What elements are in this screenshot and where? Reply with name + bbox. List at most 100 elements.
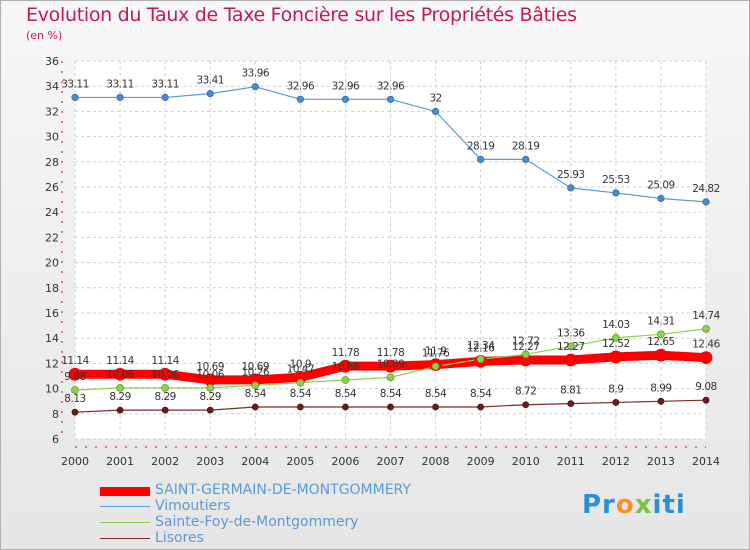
- legend-label: Lisores: [155, 530, 204, 546]
- y-tick-label: 24: [45, 206, 59, 219]
- legend-swatch: [100, 487, 150, 496]
- x-tick-label: 2002: [151, 455, 179, 468]
- y-tick-label: 28: [45, 156, 59, 169]
- y-tick-label: 10: [45, 383, 59, 396]
- y-tick-label: 34: [45, 80, 59, 93]
- data-label-vimoutiers: 33.11: [151, 78, 179, 90]
- legend-item-sainte-foy: Sainte-Foy-de-Montgommery: [100, 514, 520, 531]
- brand-logo-part: o: [615, 490, 635, 520]
- data-point-lisores: [342, 403, 349, 411]
- data-label-sainte-foy: 12.34: [467, 340, 495, 352]
- x-tick-label: 2008: [422, 455, 450, 468]
- data-point-lisores: [251, 403, 259, 411]
- legend-item-lisores: Lisores: [100, 530, 520, 547]
- y-tick-label: 18: [45, 282, 59, 295]
- data-label-lisores: 8.54: [245, 388, 267, 400]
- legend-swatch: [100, 522, 150, 523]
- data-point-sainte-foy: [657, 330, 665, 339]
- data-label-lisores: 8.54: [335, 388, 357, 400]
- data-point-vimoutiers: [522, 155, 530, 164]
- data-label-saint-germain: 12.27: [512, 341, 540, 353]
- data-point-sainte-foy: [341, 376, 350, 384]
- data-label-sainte-foy: 10.06: [106, 369, 134, 381]
- data-label-vimoutiers: 28.19: [512, 140, 540, 152]
- data-label-vimoutiers: 32.96: [332, 80, 360, 92]
- data-point-saint-germain: [654, 348, 668, 362]
- data-point-vimoutiers: [612, 189, 620, 197]
- data-point-vimoutiers: [431, 107, 440, 116]
- data-point-vimoutiers: [296, 95, 304, 103]
- data-label-saint-germain: 12.65: [647, 336, 675, 348]
- data-point-lisores: [387, 403, 394, 411]
- line-chart: 6 8 10 12 14 16 18 20 22 24 26 28 30 32 34 36 2000 2001 20…: [45, 55, 721, 468]
- data-label-vimoutiers: 33.96: [242, 68, 270, 80]
- data-label-lisores: 8.81: [560, 385, 581, 397]
- data-point-sainte-foy: [71, 386, 79, 395]
- data-label-lisores: 8.54: [380, 388, 402, 400]
- data-label-sainte-foy: 14.74: [692, 310, 720, 322]
- data-label-sainte-foy: 10.26: [242, 366, 270, 378]
- y-tick-label: 14: [45, 332, 59, 345]
- x-tick-label: 2001: [106, 455, 134, 468]
- data-point-sainte-foy: [161, 383, 170, 392]
- x-tick-label: 2006: [331, 455, 359, 468]
- data-point-vimoutiers: [341, 95, 350, 103]
- brand-logo-part: x: [634, 490, 653, 520]
- data-point-vimoutiers: [477, 155, 485, 164]
- legend-item-vimoutiers: Vimoutiers: [100, 498, 520, 515]
- data-point-sainte-foy: [611, 333, 620, 342]
- data-point-lisores: [206, 406, 214, 414]
- data-label-lisores: 8.29: [200, 391, 221, 403]
- data-point-lisores: [657, 397, 665, 405]
- legend-label: Vimoutiers: [155, 498, 231, 514]
- data-label-saint-germain: 11.9: [425, 346, 446, 358]
- data-label-lisores: 8.54: [290, 388, 312, 400]
- data-label-vimoutiers: 28.19: [467, 140, 495, 152]
- data-point-lisores: [116, 406, 124, 414]
- data-point-saint-germain: [158, 367, 172, 381]
- x-tick-label: 2010: [512, 455, 540, 468]
- chart-title: Evolution du Taux de Taxe Foncière sur l…: [26, 4, 577, 26]
- data-point-saint-germain: [113, 367, 127, 381]
- y-tick-label: 12: [45, 357, 59, 370]
- x-tick-label: 2004: [241, 455, 269, 468]
- y-tick-label: 32: [45, 105, 59, 118]
- data-label-vimoutiers: 32.96: [287, 80, 315, 92]
- data-label-lisores: 8.29: [109, 391, 130, 403]
- data-label-saint-germain: 12.27: [557, 341, 585, 353]
- y-tick-label: 22: [45, 231, 59, 244]
- data-point-saint-germain: [339, 359, 352, 373]
- data-label-lisores: 8.54: [425, 388, 447, 400]
- data-label-lisores: 8.29: [154, 391, 175, 403]
- data-point-lisores: [702, 396, 710, 404]
- data-label-lisores: 8.99: [650, 382, 671, 394]
- brand-logo-part: iti: [652, 490, 686, 520]
- data-point-sainte-foy: [116, 383, 124, 392]
- data-label-lisores: 9.08: [695, 381, 716, 393]
- data-label-lisores: 8.13: [64, 393, 85, 405]
- data-point-vimoutiers: [116, 93, 124, 102]
- data-label-saint-germain: 11.14: [61, 355, 89, 367]
- data-label-vimoutiers: 25.53: [602, 174, 630, 186]
- data-point-lisores: [296, 403, 304, 411]
- data-point-lisores: [71, 408, 79, 416]
- data-label-vimoutiers: 32.96: [377, 80, 405, 92]
- data-label-vimoutiers: 33.41: [196, 75, 224, 87]
- y-tick-label: 36: [45, 55, 59, 68]
- data-point-vimoutiers: [161, 93, 169, 102]
- data-label-saint-germain: 11.78: [332, 347, 360, 359]
- data-label-sainte-foy: 13.36: [557, 327, 585, 339]
- data-point-vimoutiers: [702, 198, 710, 206]
- data-label-lisores: 8.72: [515, 386, 536, 398]
- data-point-sainte-foy: [206, 383, 215, 392]
- legend-swatch: [100, 506, 150, 507]
- data-label-sainte-foy: 10.68: [332, 361, 360, 373]
- data-label-saint-germain: 10.69: [196, 361, 224, 373]
- data-point-sainte-foy: [521, 350, 530, 359]
- data-point-lisores: [612, 399, 620, 406]
- data-label-saint-germain: 11.78: [377, 347, 405, 359]
- brand-logo: Proxiti: [582, 490, 686, 520]
- y-tick-label: 26: [45, 181, 59, 194]
- data-label-sainte-foy: 9.88: [64, 371, 85, 383]
- data-label-saint-germain: 12.46: [692, 339, 720, 351]
